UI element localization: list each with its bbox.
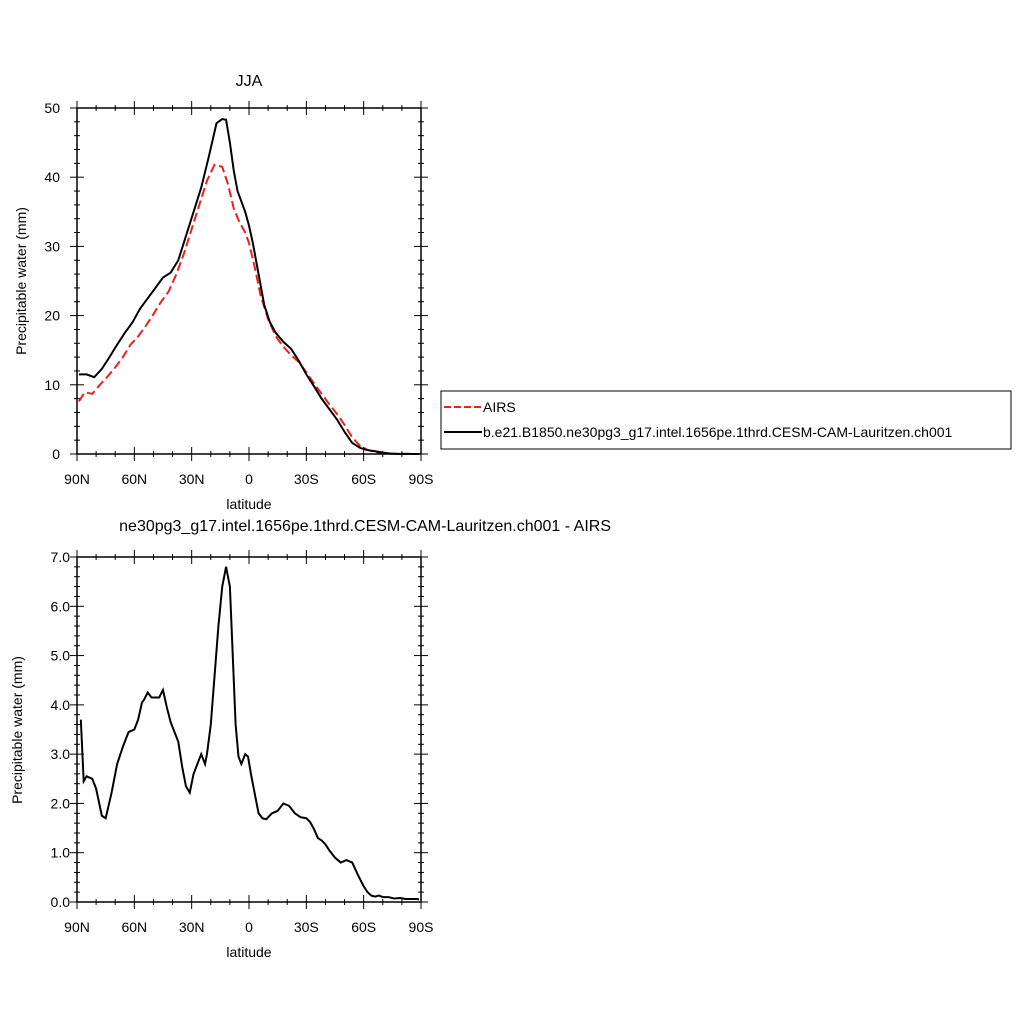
bottom-y-tick-label: 2.0 [51,795,71,811]
top-series-group [78,118,420,455]
bottom-x-tick-label: 60N [121,919,147,935]
bottom-x-tick-label: 90S [409,919,434,935]
top-title: JJA [236,73,263,90]
top-y-tick-label: 0 [52,446,60,462]
top-x-tick-label: 90N [64,471,90,487]
bottom-y-axis-label: Precipitable water (mm) [9,656,25,804]
bottom-x-tick-label: 30S [294,919,319,935]
bottom-x-tick-label: 0 [245,919,253,935]
bottom-y-tick-label: 5.0 [51,648,71,664]
top-x-tick-label: 60N [121,471,147,487]
bottom-x-tick-labels: 90N 60N 30N 0 30S 60S 90S [64,919,433,935]
bottom-y-tick-label: 6.0 [51,598,71,614]
bottom-series-difference-line [79,566,420,901]
bottom-y-tick-labels: 0.0 1.0 2.0 3.0 4.0 5.0 6.0 7.0 [51,549,71,910]
top-y-tick-label: 10 [44,377,60,393]
bottom-y-tick-label: 7.0 [51,549,71,565]
bottom-panel: ne30pg3_g17.intel.1656pe.1thrd.CESM-CAM-… [9,518,611,960]
bottom-title: ne30pg3_g17.intel.1656pe.1thrd.CESM-CAM-… [119,518,611,535]
bottom-x-axis-label: latitude [226,944,271,960]
legend: AIRS b.e21.B1850.ne30pg3_g17.intel.1656p… [440,390,1012,450]
legend-label-model: b.e21.B1850.ne30pg3_g17.intel.1656pe.1th… [483,424,953,440]
bottom-x-tick-label: 30N [179,919,205,935]
bottom-y-tick-label: 0.0 [51,894,71,910]
top-x-tick-labels: 90N 60N 30N 0 30S 60S 90S [64,471,433,487]
top-y-tick-label: 20 [44,308,60,324]
legend-label-airs: AIRS [483,399,516,415]
top-x-tick-label: 60S [351,471,376,487]
top-series-model-line [78,118,420,455]
top-x-tick-label: 30N [179,471,205,487]
bottom-ticks [70,550,428,909]
top-y-axis-label: Precipitable water (mm) [13,207,29,355]
top-y-tick-label: 40 [44,169,60,185]
bottom-series-group [79,566,420,901]
top-panel: JJA 90N 60N 30N 0 30S 60S 90S 0 10 20 30… [13,73,433,512]
top-y-tick-label: 30 [44,238,60,254]
bottom-y-tick-label: 3.0 [51,746,71,762]
top-y-tick-labels: 0 10 20 30 40 50 [44,100,60,462]
top-series-airs-line [78,163,420,455]
top-y-tick-label: 50 [44,100,60,116]
top-x-tick-label: 0 [245,471,253,487]
top-ticks [70,101,428,461]
top-x-tick-label: 30S [294,471,319,487]
bottom-x-tick-label: 90N [64,919,90,935]
bottom-x-tick-label: 60S [351,919,376,935]
top-x-axis-label: latitude [226,496,271,512]
legend-box [440,390,1012,450]
bottom-y-tick-label: 1.0 [51,845,71,861]
bottom-y-tick-label: 4.0 [51,697,71,713]
top-x-tick-label: 90S [409,471,434,487]
